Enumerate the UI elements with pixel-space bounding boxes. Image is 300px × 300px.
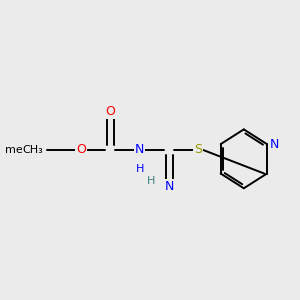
Text: O: O bbox=[105, 105, 115, 118]
Text: H: H bbox=[147, 176, 156, 186]
Text: CH₃: CH₃ bbox=[23, 145, 44, 155]
Text: N: N bbox=[135, 143, 144, 157]
Text: H: H bbox=[136, 164, 144, 174]
Text: S: S bbox=[194, 143, 202, 157]
Text: O: O bbox=[76, 143, 86, 157]
Text: N: N bbox=[270, 138, 279, 151]
Text: N: N bbox=[164, 180, 174, 193]
Text: methyl: methyl bbox=[4, 145, 44, 155]
